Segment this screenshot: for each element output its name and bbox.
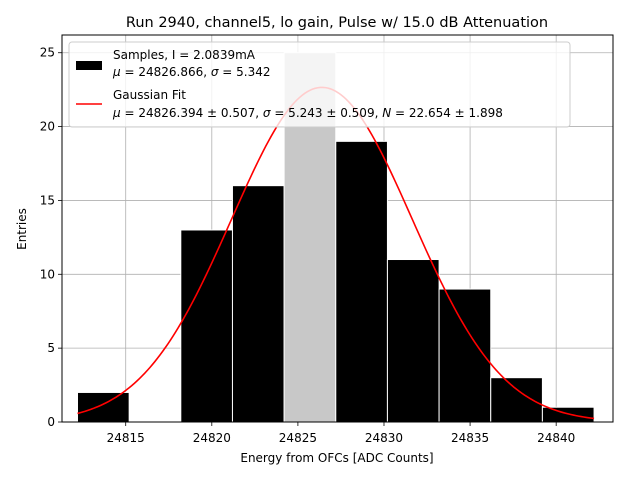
histogram-bar [76,391,130,423]
y-tick-label: 20 [40,120,55,134]
legend-fit-line2: μ = 24826.394 ± 0.507, σ = 5.243 ± 0.509… [112,106,503,120]
legend-samples-line1: Samples, I = 2.0839mA [113,48,256,62]
histogram-bar [231,185,285,423]
histogram-bar [335,140,388,423]
legend-samples-sigma-symbol: σ [211,65,219,79]
x-axis-ticks: 24815 24820 24825 24830 24835 24840 [107,422,575,445]
legend-samples-swatch [76,61,102,70]
x-tick-label: 24820 [193,431,231,445]
y-tick-label: 15 [40,193,55,207]
chart-title: Run 2940, channel5, lo gain, Pulse w/ 15… [126,15,548,31]
y-tick-label: 5 [47,341,55,355]
y-tick-label: 10 [40,267,55,281]
legend-fit-sigma-value: = 5.243 ± 0.509, [271,106,383,120]
legend: Samples, I = 2.0839mA μ = 24826.866, σ =… [68,41,571,128]
legend-box [68,41,571,128]
y-tick-label: 25 [40,46,55,60]
legend-samples-mu-symbol: μ [112,65,121,79]
legend-fit-sigma-symbol: σ [263,106,271,120]
x-tick-label: 24830 [365,431,403,445]
x-tick-label: 24815 [107,431,145,445]
legend-samples-mu-value: = 24826.866, [121,65,211,79]
y-axis-ticks: 0 5 10 15 20 25 [40,46,62,429]
y-axis-label: Entries [15,208,29,250]
legend-samples-sigma-value: = 5.342 [218,65,270,79]
legend-samples-line2: μ = 24826.866, σ = 5.342 [112,65,271,79]
histogram-bar [438,288,492,423]
legend-fit-n-value: = 22.654 ± 1.898 [391,106,503,120]
x-axis-label: Energy from OFCs [ADC Counts] [240,451,433,465]
legend-fit-mu-symbol: μ [112,106,121,120]
histogram-bar [386,259,440,423]
x-tick-label: 24840 [537,431,575,445]
plot-frame [61,34,614,423]
x-tick-label: 24825 [279,431,317,445]
x-tick-label: 24835 [451,431,489,445]
histogram-bar [490,377,543,423]
legend-fit-mu-value: = 24826.394 ± 0.507, [121,106,263,120]
histogram-bar [180,229,233,423]
legend-fit-n-symbol: N [382,106,391,120]
legend-fit-line1: Gaussian Fit [113,88,186,102]
y-tick-label: 0 [47,415,55,429]
